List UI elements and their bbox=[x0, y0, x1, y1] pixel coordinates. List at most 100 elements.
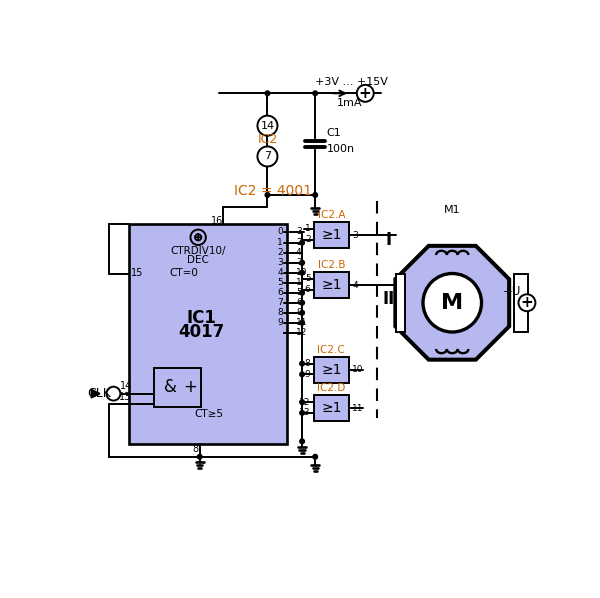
Text: 3: 3 bbox=[277, 258, 283, 267]
Circle shape bbox=[300, 240, 304, 245]
Bar bbox=[514, 273, 528, 332]
Text: 14: 14 bbox=[121, 381, 133, 391]
Text: DEC: DEC bbox=[187, 255, 209, 265]
Text: C1: C1 bbox=[327, 129, 341, 138]
Circle shape bbox=[313, 454, 317, 459]
Circle shape bbox=[300, 361, 304, 366]
Circle shape bbox=[300, 300, 304, 305]
Text: ≥1: ≥1 bbox=[321, 228, 341, 242]
Text: 7: 7 bbox=[277, 298, 283, 307]
Circle shape bbox=[313, 91, 317, 96]
Text: 2: 2 bbox=[277, 248, 283, 257]
Text: I: I bbox=[385, 231, 391, 249]
Text: 10: 10 bbox=[296, 269, 307, 277]
Text: 8: 8 bbox=[305, 359, 311, 368]
Bar bbox=[396, 273, 405, 332]
Circle shape bbox=[300, 260, 304, 265]
Text: 5: 5 bbox=[296, 288, 302, 297]
Circle shape bbox=[107, 387, 121, 401]
Polygon shape bbox=[395, 246, 509, 359]
Text: 8: 8 bbox=[193, 444, 199, 454]
Circle shape bbox=[197, 454, 202, 459]
Text: II: II bbox=[382, 290, 394, 308]
Text: 10: 10 bbox=[352, 365, 364, 374]
Circle shape bbox=[300, 321, 304, 325]
Text: ≥1: ≥1 bbox=[321, 401, 341, 415]
Text: ≥1: ≥1 bbox=[321, 363, 341, 377]
Text: 13: 13 bbox=[299, 408, 311, 417]
Circle shape bbox=[257, 115, 277, 136]
Text: 11: 11 bbox=[352, 404, 364, 413]
Text: 1: 1 bbox=[277, 238, 283, 247]
Text: 4: 4 bbox=[296, 248, 302, 257]
Circle shape bbox=[300, 310, 304, 315]
Text: +: + bbox=[359, 86, 371, 101]
Text: CT=0: CT=0 bbox=[169, 269, 198, 279]
Text: 12: 12 bbox=[299, 398, 311, 407]
Circle shape bbox=[300, 439, 304, 444]
Text: 4: 4 bbox=[277, 269, 283, 277]
Text: 13: 13 bbox=[119, 392, 131, 402]
Circle shape bbox=[300, 411, 304, 415]
Text: +U: +U bbox=[502, 285, 521, 298]
Text: CT≥5: CT≥5 bbox=[194, 410, 223, 419]
Text: +: + bbox=[183, 379, 197, 396]
Text: 4017: 4017 bbox=[178, 323, 224, 341]
Circle shape bbox=[300, 372, 304, 377]
Circle shape bbox=[300, 291, 304, 295]
Text: 16: 16 bbox=[211, 216, 223, 226]
Text: 100n: 100n bbox=[327, 144, 355, 154]
Bar bbox=[314, 272, 349, 298]
Text: 6: 6 bbox=[296, 298, 302, 307]
Text: CTRDIV10/: CTRDIV10/ bbox=[170, 246, 226, 256]
Bar bbox=[314, 356, 349, 383]
Bar bbox=[154, 368, 201, 407]
Text: IC2.D: IC2.D bbox=[317, 383, 346, 393]
Text: IC2: IC2 bbox=[257, 133, 278, 146]
Circle shape bbox=[257, 147, 277, 166]
Text: M1: M1 bbox=[444, 205, 461, 215]
Text: 3: 3 bbox=[352, 230, 358, 240]
Text: 6: 6 bbox=[305, 285, 311, 294]
Text: 2: 2 bbox=[296, 238, 302, 247]
Text: IC2.B: IC2.B bbox=[317, 260, 345, 270]
Text: 14: 14 bbox=[260, 121, 275, 130]
Text: 0: 0 bbox=[277, 227, 283, 236]
Text: 2: 2 bbox=[305, 235, 311, 244]
Circle shape bbox=[357, 85, 374, 102]
Text: 12: 12 bbox=[296, 328, 307, 337]
Text: 7: 7 bbox=[296, 258, 302, 267]
Text: ≥1: ≥1 bbox=[321, 278, 341, 292]
Text: 6: 6 bbox=[277, 288, 283, 297]
Circle shape bbox=[265, 193, 270, 197]
Text: IC1: IC1 bbox=[187, 309, 216, 327]
Text: 9: 9 bbox=[296, 309, 302, 318]
Bar bbox=[314, 222, 349, 248]
Text: 7: 7 bbox=[264, 151, 271, 161]
Text: 9: 9 bbox=[277, 318, 283, 327]
Text: M: M bbox=[441, 293, 463, 313]
Text: &: & bbox=[164, 379, 177, 396]
Circle shape bbox=[423, 273, 482, 332]
Circle shape bbox=[190, 230, 206, 245]
Text: 5: 5 bbox=[277, 278, 283, 287]
Text: +3V ... +15V: +3V ... +15V bbox=[315, 77, 388, 87]
Text: +: + bbox=[521, 295, 533, 310]
Text: 1: 1 bbox=[296, 278, 302, 287]
Text: 1mA: 1mA bbox=[337, 97, 362, 108]
Text: 11: 11 bbox=[296, 318, 307, 327]
Text: 15: 15 bbox=[131, 269, 143, 279]
Circle shape bbox=[265, 91, 270, 96]
Circle shape bbox=[313, 193, 317, 197]
Text: 8: 8 bbox=[277, 309, 283, 318]
Bar bbox=[129, 224, 287, 444]
Circle shape bbox=[300, 400, 304, 404]
Text: IC2.A: IC2.A bbox=[317, 210, 345, 220]
Text: IC2 = 4001: IC2 = 4001 bbox=[234, 184, 312, 198]
Text: 5: 5 bbox=[305, 274, 311, 283]
Circle shape bbox=[300, 270, 304, 275]
Bar bbox=[314, 395, 349, 422]
Text: IC2.C: IC2.C bbox=[317, 344, 345, 355]
Circle shape bbox=[518, 294, 535, 311]
Text: 9: 9 bbox=[305, 370, 311, 379]
